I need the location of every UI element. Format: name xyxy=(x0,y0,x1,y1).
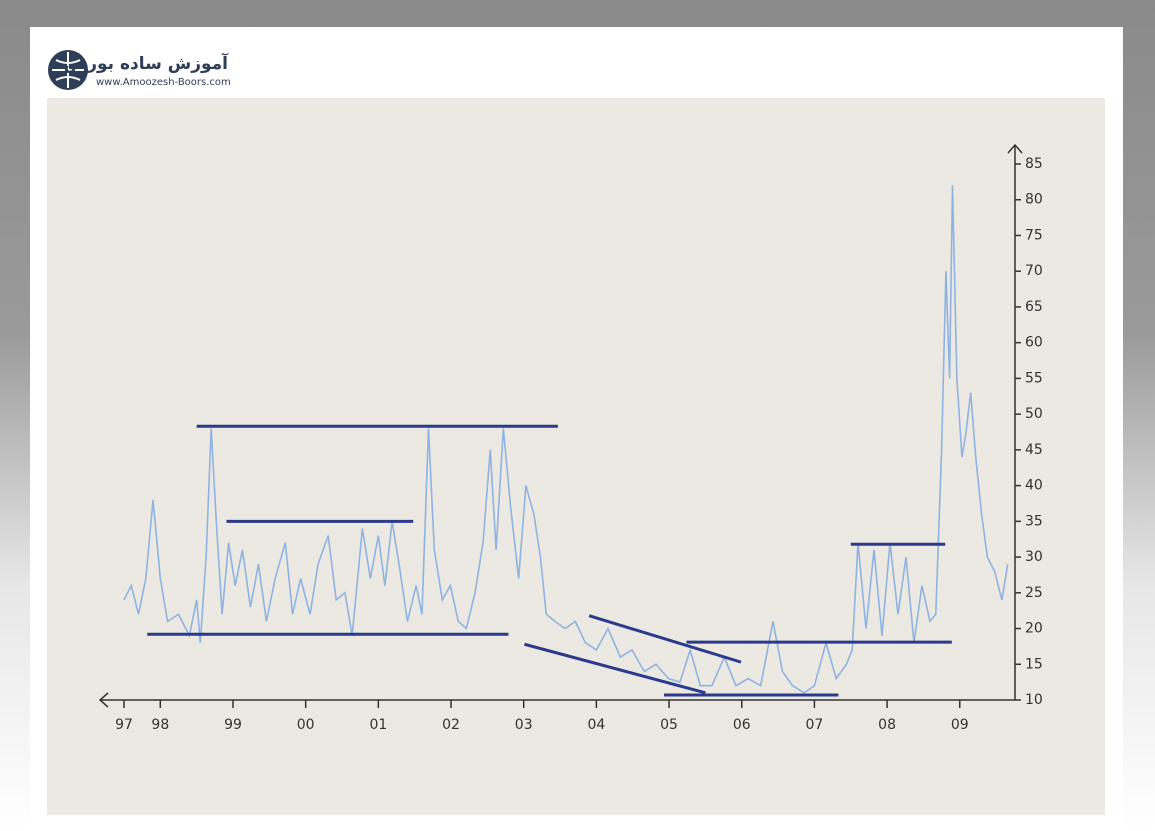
y-tick-label: 65 xyxy=(1025,299,1043,315)
y-axis-arrow xyxy=(1007,143,1023,154)
y-tick-label: 85 xyxy=(1025,156,1043,172)
y-tick-label: 15 xyxy=(1025,656,1043,672)
data-line xyxy=(123,185,1009,694)
y-tick-label: 45 xyxy=(1025,442,1043,458)
y-tick-label: 60 xyxy=(1025,335,1043,351)
brand-name: آموزش ساده بورس xyxy=(64,52,229,74)
logo-lines xyxy=(52,52,84,88)
y-tick-label: 50 xyxy=(1025,406,1043,422)
x-tick-label: 99 xyxy=(224,717,242,733)
y-tick-label: 20 xyxy=(1025,621,1043,637)
y-tick-label: 55 xyxy=(1025,370,1043,386)
brand-url: www.Amoozesh-Boors.com xyxy=(96,77,231,88)
y-tick-label: 75 xyxy=(1025,227,1043,243)
y-tick-label: 80 xyxy=(1025,192,1043,208)
y-tick-label: 35 xyxy=(1025,513,1043,529)
x-tick-label: 04 xyxy=(587,717,605,733)
x-tick-label: 05 xyxy=(660,717,678,733)
y-tick-label: 25 xyxy=(1025,585,1043,601)
x-tick-label: 97 xyxy=(115,717,133,733)
x-tick-label: 00 xyxy=(297,717,315,733)
x-tick-label: 01 xyxy=(369,717,387,733)
x-tick-label: 03 xyxy=(515,717,533,733)
x-tick-label: 08 xyxy=(878,717,896,733)
y-tick-label: 40 xyxy=(1025,478,1043,494)
x-tick-label: 02 xyxy=(442,717,460,733)
trend-line xyxy=(588,614,742,664)
x-tick-label: 06 xyxy=(733,717,751,733)
y-tick-label: 30 xyxy=(1025,549,1043,565)
x-axis-arrow xyxy=(98,692,109,708)
x-tick-label: 07 xyxy=(805,717,823,733)
y-tick-label: 10 xyxy=(1025,692,1043,708)
x-tick-label: 09 xyxy=(951,717,969,733)
y-tick-label: 70 xyxy=(1025,263,1043,279)
logo: آموزش ساده بورس www.Amoozesh-Boors.com xyxy=(48,50,231,90)
trend-line xyxy=(524,642,706,695)
plot-background xyxy=(47,98,1105,815)
x-tick-label: 98 xyxy=(151,717,169,733)
